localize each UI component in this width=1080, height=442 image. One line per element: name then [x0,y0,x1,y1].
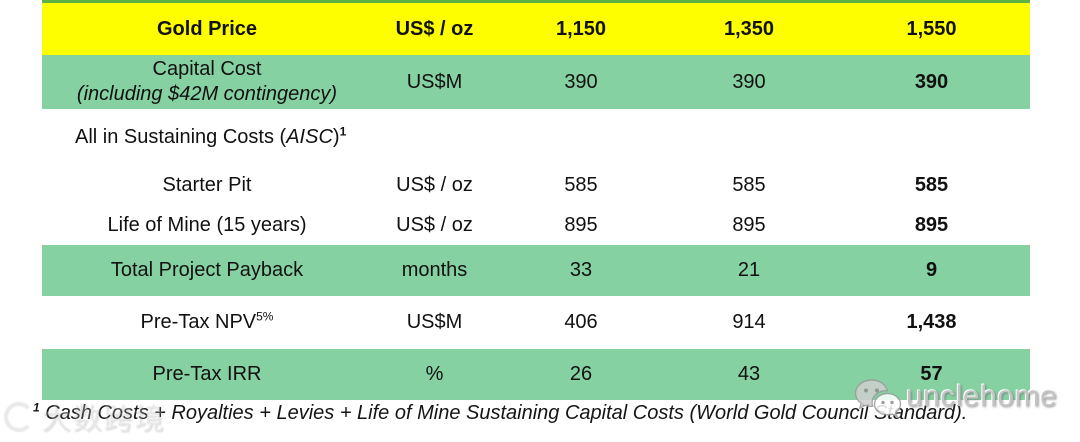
row-label: Life of Mine (15 years) [107,213,307,236]
header-value: 1,550 [906,17,957,40]
row-unit: US$ / oz [396,173,473,196]
right-watermark-text: unclehome [906,380,1058,413]
financial-sensitivity-table: Gold Price US$ / oz 1,150 1,350 1,550 Ca… [42,0,1030,400]
wechat-icon [854,379,902,418]
right-watermark: unclehome [854,378,1057,418]
table-row-payback: Total Project Payback months 33 21 9 [42,245,1030,296]
row-value: 57 [920,363,943,385]
row-value: 390 [732,70,766,93]
row-label: Pre-Tax IRR [152,363,262,385]
row-value: 895 [564,213,598,236]
header-unit-text: US$ / oz [395,17,474,40]
table-header-row: Gold Price US$ / oz 1,150 1,350 1,550 [42,3,1030,55]
header-value: 1,150 [555,17,607,40]
header-label: Gold Price [42,3,372,55]
table-row-npv: Pre-Tax NPV5% US$M 406 914 1,438 [42,296,1030,349]
row-value: 21 [737,259,761,281]
row-value: 895 [914,213,949,236]
row-label-line1: Capital Cost [152,58,262,80]
row-unit: months [401,259,468,281]
table-row-life-of-mine: Life of Mine (15 years) US$ / oz 895 895… [42,205,1030,245]
row-value: 43 [737,363,761,385]
row-label-line2: (including $42M contingency) [76,83,338,105]
footnote-marker: 1 [339,123,347,138]
row-value: 585 [732,173,766,196]
row-value: 390 [564,70,598,93]
left-watermark: 大数跨境 [4,396,166,438]
left-watermark-text: 大数跨境 [42,404,167,436]
header-label-text: Gold Price [156,17,258,40]
header-unit: US$ / oz [372,3,497,55]
row-value: 585 [914,173,949,196]
footnote-text: Cash Costs + Royalties + Levies + Life o… [39,402,968,424]
left-watermark-logo-icon [4,402,34,432]
header-value: 1,350 [723,17,775,40]
row-unit: US$ / oz [396,213,473,236]
row-value: 914 [732,311,766,333]
row-label: Capital Cost (including $42M contingency… [42,55,372,109]
row-label: Pre-Tax NPV5% [140,309,274,333]
row-label: Starter Pit [162,173,252,196]
table-row-starter-pit: Starter Pit US$ / oz 585 585 585 [42,165,1030,205]
row-value: 33 [569,259,593,281]
row-unit: US$M [406,70,463,93]
table-row-aisc-section: All in Sustaining Costs (AISC)1 [42,109,1030,165]
row-value: 585 [564,173,598,196]
row-unit: % [425,363,444,385]
npv-discount-superscript: 5% [256,309,274,324]
footnote-marker: 1 [33,400,40,415]
aisc-section-label: All in Sustaining Costs (AISC)1 [75,123,347,148]
table-row-irr: Pre-Tax IRR % 26 43 57 [42,349,1030,400]
row-value: 895 [732,213,766,236]
footnote: 1 Cash Costs + Royalties + Levies + Life… [33,400,1013,425]
row-value: 390 [914,70,949,93]
row-label: Total Project Payback [110,259,304,281]
row-value: 406 [564,311,598,333]
row-value: 9 [925,259,938,281]
table-row-capital-cost: Capital Cost (including $42M contingency… [42,55,1030,109]
row-value: 26 [569,363,593,385]
row-value: 1,438 [906,311,957,333]
row-unit: US$M [406,311,463,333]
